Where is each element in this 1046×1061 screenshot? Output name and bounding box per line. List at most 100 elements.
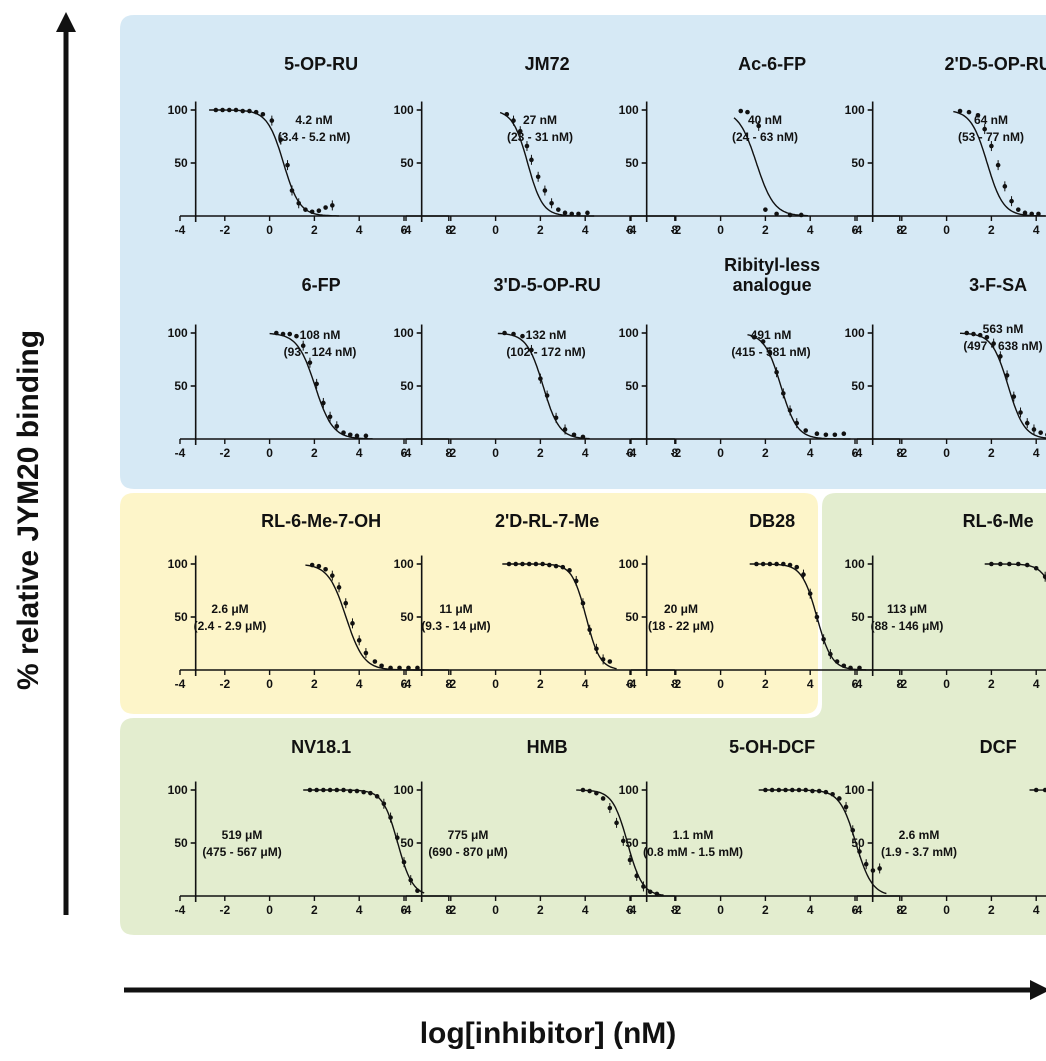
x-tick-label: 0 (943, 446, 950, 460)
ic50-confidence-interval: (24 - 63 nM) (732, 130, 798, 144)
x-tick-label: 4 (582, 903, 589, 917)
data-point (798, 212, 804, 218)
group-backgrounds (120, 15, 1046, 935)
fit-curve (953, 110, 1046, 217)
x-tick-label: -4 (401, 677, 412, 691)
x-tick-label: 4 (1033, 903, 1040, 917)
x-tick-label: 2 (762, 677, 769, 691)
data-point (415, 888, 420, 893)
data-point (1031, 427, 1037, 432)
panel: HMB 100 50 -4 -2 0 2 4 6 8 775 μM (690 - 870 μM) (394, 737, 679, 917)
y-tick-label: 100 (394, 326, 414, 340)
data-point (368, 790, 373, 796)
data-point (863, 861, 869, 867)
y-tick-label: 100 (845, 103, 865, 117)
x-tick-label: -4 (401, 903, 412, 917)
data-point (571, 432, 577, 438)
data-point (787, 562, 793, 568)
data-point (321, 787, 326, 793)
x-tick-label: 0 (717, 446, 724, 460)
data-point (767, 561, 773, 567)
data-point (280, 331, 286, 337)
x-tick-label: 0 (492, 223, 499, 237)
data-point (600, 657, 606, 662)
y-tick-label: 50 (400, 610, 414, 624)
data-point (787, 212, 793, 218)
data-point (341, 787, 346, 793)
data-point (763, 207, 768, 212)
data-point (641, 884, 646, 889)
y-tick-label: 50 (851, 379, 865, 393)
data-point (1033, 565, 1039, 571)
ic50-confidence-interval: (475 - 567 μM) (202, 845, 281, 859)
x-tick-label: 6 (627, 903, 634, 917)
data-point (529, 347, 534, 353)
x-tick-label: 0 (943, 677, 950, 691)
x-tick-label: -2 (670, 446, 681, 460)
x-tick-label: 0 (717, 903, 724, 917)
x-tick-label: 0 (266, 903, 273, 917)
data-point (783, 787, 788, 793)
ic50-confidence-interval: (497 - 638 nM) (963, 339, 1042, 353)
fit-curve (269, 332, 373, 440)
x-tick-label: -4 (175, 223, 186, 237)
data-point (1033, 787, 1039, 793)
y-tick-label: 50 (400, 156, 414, 170)
data-point (814, 614, 820, 620)
fit-curve (747, 334, 851, 440)
data-point (769, 787, 775, 793)
data-point (971, 331, 976, 337)
data-point (857, 849, 862, 854)
x-tick-label: 2 (988, 903, 995, 917)
data-point (511, 331, 516, 337)
data-point (607, 805, 613, 811)
x-tick-label: 6 (627, 446, 634, 460)
x-tick-label: 2 (537, 677, 544, 691)
ic50-value: 4.2 nM (295, 113, 332, 127)
y-tick-label: 50 (625, 836, 639, 850)
x-tick-label: 0 (492, 903, 499, 917)
data-point (406, 665, 411, 671)
data-point (841, 663, 847, 669)
panel-title: DB28 (749, 511, 795, 531)
data-point (354, 433, 360, 439)
data-point (754, 561, 759, 567)
y-tick-label: 50 (851, 156, 865, 170)
data-point (1029, 211, 1035, 217)
data-point (781, 561, 786, 567)
data-point (1042, 787, 1046, 793)
x-tick-label: -4 (175, 903, 186, 917)
data-point (1015, 561, 1021, 567)
data-point (556, 207, 561, 212)
data-point (654, 891, 660, 897)
panel-title: 6-FP (302, 275, 341, 295)
y-tick-label: 50 (851, 610, 865, 624)
data-point (803, 428, 809, 433)
data-point (363, 433, 369, 439)
x-tick-label: 8 (671, 446, 678, 460)
x-tick-label: -2 (445, 903, 456, 917)
data-point (524, 143, 530, 149)
data-point (309, 562, 315, 568)
ic50-confidence-interval: (102 - 172 nM) (506, 345, 585, 359)
x-tick-label: -2 (219, 677, 230, 691)
data-point (520, 333, 525, 339)
y-tick-label: 100 (394, 557, 414, 571)
data-point (341, 430, 346, 435)
x-tick-label: 2 (311, 446, 318, 460)
data-point (647, 889, 653, 895)
x-tick-label: 8 (671, 677, 678, 691)
ic50-value: 1.1 mM (673, 828, 714, 842)
x-tick-label: 2 (988, 446, 995, 460)
data-point (989, 561, 994, 567)
data-point (529, 157, 534, 163)
data-point (975, 113, 981, 118)
data-point (388, 665, 393, 671)
panel-title: RL-6-Me-7-OH (261, 511, 381, 531)
x-tick-label: 8 (671, 903, 678, 917)
ic50-value: 108 nM (300, 328, 341, 342)
x-tick-label: 4 (582, 223, 589, 237)
x-tick-label: 2 (537, 903, 544, 917)
green-group-background (120, 493, 1046, 935)
